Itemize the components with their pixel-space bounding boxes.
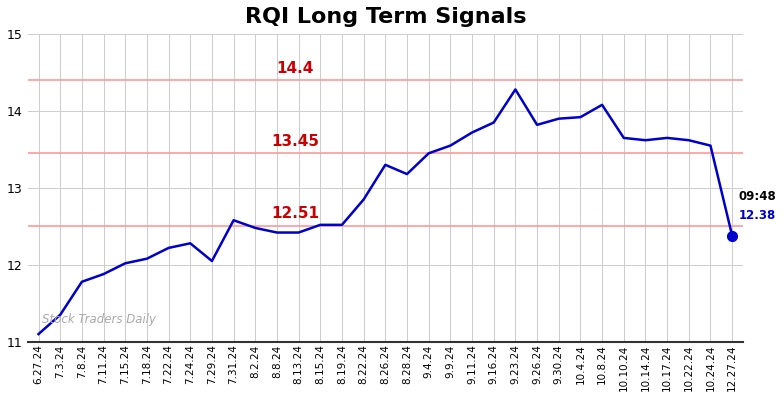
Text: 09:48: 09:48 <box>739 190 776 203</box>
Text: 12.51: 12.51 <box>271 206 319 221</box>
Title: RQI Long Term Signals: RQI Long Term Signals <box>245 7 526 27</box>
Text: 13.45: 13.45 <box>271 134 319 149</box>
Text: 14.4: 14.4 <box>277 60 314 76</box>
Text: Stock Traders Daily: Stock Traders Daily <box>42 313 156 326</box>
Text: 12.38: 12.38 <box>739 209 776 222</box>
